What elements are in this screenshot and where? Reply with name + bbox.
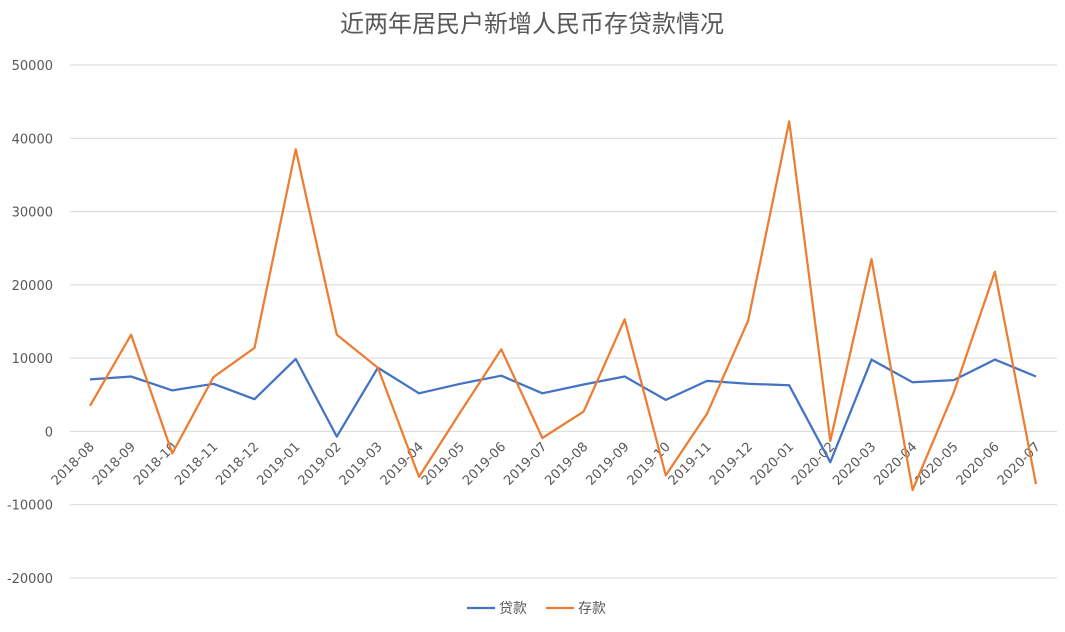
x-tick-label: 2020-03	[830, 440, 879, 489]
legend-label: 存款	[578, 601, 606, 617]
x-tick-label: 2019-12	[707, 440, 756, 489]
x-tick-label: 2018-12	[213, 440, 262, 489]
x-tick-label: 2019-10	[625, 440, 674, 489]
x-tick-label: 2018-09	[90, 440, 139, 489]
chart-title: 近两年居民户新增人民币存贷款情况	[340, 10, 724, 38]
y-tick-label: 30000	[12, 206, 53, 221]
y-tick-label: -20000	[7, 572, 53, 587]
x-tick-label: 2018-10	[131, 440, 180, 489]
x-tick-label: 2018-11	[172, 440, 221, 489]
x-tick-label: 2019-07	[501, 440, 550, 489]
series-line-1	[89, 120, 1038, 492]
x-tick-label: 2020-05	[913, 440, 962, 489]
x-tick-label: 2019-09	[584, 440, 633, 489]
y-tick-label: 50000	[12, 59, 53, 74]
x-axis-ticks: 2018-082018-092018-102018-112018-122019-…	[49, 440, 1044, 489]
x-tick-label: 2019-04	[378, 440, 427, 489]
series-line-0	[89, 357, 1037, 464]
y-tick-label: 20000	[12, 279, 53, 294]
x-tick-label: 2019-01	[254, 440, 303, 489]
legend-label: 贷款	[499, 601, 527, 617]
y-tick-label: 10000	[12, 352, 53, 367]
x-tick-label: 2019-06	[460, 440, 509, 489]
x-tick-label: 2019-03	[337, 440, 386, 489]
x-tick-label: 2019-02	[296, 440, 345, 489]
x-tick-label: 2019-08	[542, 440, 591, 489]
gridlines	[70, 64, 1057, 579]
x-tick-label: 2018-08	[49, 440, 98, 489]
y-tick-label: 0	[45, 425, 53, 440]
y-tick-label: 40000	[12, 132, 53, 147]
series-lines	[89, 120, 1038, 492]
x-tick-label: 2020-06	[954, 440, 1003, 489]
x-tick-label: 2020-01	[748, 440, 797, 489]
x-tick-label: 2020-04	[871, 440, 920, 489]
legend: 贷款 存款	[467, 601, 606, 617]
y-axis-ticks: 50000 40000 30000 20000 10000 0 -10000 -20000	[7, 59, 53, 587]
y-tick-label: -10000	[7, 499, 53, 514]
x-tick-label: 2020-02	[789, 440, 838, 489]
